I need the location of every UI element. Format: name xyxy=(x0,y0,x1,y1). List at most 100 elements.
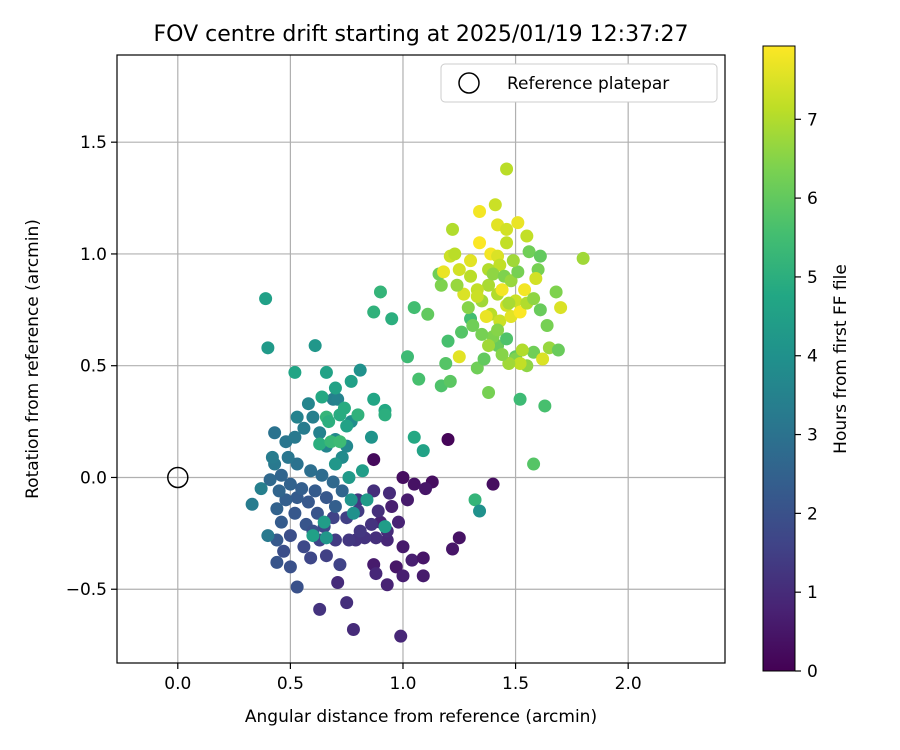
data-point xyxy=(319,365,333,379)
data-point xyxy=(506,254,520,268)
data-point xyxy=(389,560,403,574)
data-point xyxy=(331,576,345,590)
data-point xyxy=(482,339,496,353)
data-point xyxy=(367,453,381,467)
data-point xyxy=(319,549,333,563)
x-axis-label: Angular distance from reference (arcmin) xyxy=(245,707,597,727)
data-point xyxy=(466,318,480,332)
data-point xyxy=(378,408,392,422)
data-point xyxy=(495,348,509,362)
data-point xyxy=(261,529,275,543)
data-point xyxy=(549,285,563,299)
data-point xyxy=(315,390,329,404)
data-point xyxy=(373,285,387,299)
data-point xyxy=(369,567,383,581)
data-point xyxy=(283,529,297,543)
plot-area xyxy=(116,54,726,664)
data-point xyxy=(313,437,327,451)
data-point xyxy=(313,602,327,616)
data-point xyxy=(245,497,259,511)
data-point xyxy=(385,312,399,326)
data-point xyxy=(538,399,552,413)
data-point xyxy=(443,374,457,388)
data-point xyxy=(437,265,451,279)
data-point xyxy=(355,464,369,478)
y-axis: −0.5 0.0 0.5 1.0 1.5 xyxy=(66,133,117,600)
data-point xyxy=(450,278,464,292)
data-point xyxy=(270,555,284,569)
colorbar-tick-label: 1 xyxy=(807,583,818,603)
plot-frame xyxy=(116,54,726,664)
data-point xyxy=(515,343,529,357)
data-point xyxy=(335,484,349,498)
data-point xyxy=(394,629,408,643)
legend-label-reference-platepar: Reference platepar xyxy=(507,74,669,94)
data-point xyxy=(328,381,342,395)
data-point xyxy=(259,292,273,306)
data-point xyxy=(493,258,507,272)
data-point xyxy=(405,553,419,567)
x-tick-label: 0.5 xyxy=(277,674,304,694)
data-point xyxy=(486,477,500,491)
data-point xyxy=(364,430,378,444)
data-point xyxy=(416,551,430,565)
data-point xyxy=(268,426,282,440)
data-point xyxy=(536,352,550,366)
data-point xyxy=(500,222,514,236)
data-point xyxy=(504,274,518,288)
data-point xyxy=(288,365,302,379)
data-point xyxy=(391,515,405,529)
data-point xyxy=(533,303,547,317)
data-point xyxy=(274,515,288,529)
x-axis: 0.0 0.5 1.0 1.5 2.0 xyxy=(164,663,642,694)
data-point xyxy=(470,361,484,375)
data-point xyxy=(324,435,338,449)
data-point xyxy=(468,493,482,507)
data-point xyxy=(412,372,426,386)
colorbar-tick-label: 7 xyxy=(807,110,818,130)
data-point xyxy=(477,352,491,366)
data-point xyxy=(495,283,509,297)
data-point xyxy=(486,267,500,281)
data-point xyxy=(369,531,383,545)
data-point xyxy=(419,482,433,496)
data-point xyxy=(441,432,455,446)
data-point xyxy=(340,419,354,433)
data-point xyxy=(288,430,302,444)
colorbar-ticks: 0 1 2 3 4 5 6 7 xyxy=(795,110,818,682)
data-point xyxy=(529,272,543,286)
data-point xyxy=(263,473,277,487)
data-point xyxy=(364,517,378,531)
y-tick-label: −0.5 xyxy=(66,580,107,600)
data-point xyxy=(326,475,340,489)
data-point xyxy=(416,444,430,458)
data-point xyxy=(446,542,460,556)
data-point xyxy=(380,578,394,592)
data-point xyxy=(367,305,381,319)
data-point xyxy=(304,464,318,478)
data-point xyxy=(439,356,453,370)
data-point xyxy=(277,544,291,558)
data-point xyxy=(322,415,336,429)
data-point xyxy=(254,482,268,496)
colorbar: 0 1 2 3 4 5 6 7 Hours from first FF file xyxy=(762,45,851,682)
data-point xyxy=(522,245,536,259)
data-point xyxy=(333,408,347,422)
data-point xyxy=(513,356,527,370)
data-point xyxy=(452,531,466,545)
data-point xyxy=(382,486,396,500)
data-point xyxy=(342,533,356,547)
data-point xyxy=(576,251,590,265)
colorbar-tick-label: 0 xyxy=(807,662,818,682)
data-point xyxy=(261,341,275,355)
data-point xyxy=(290,580,304,594)
data-point xyxy=(479,310,493,324)
data-point xyxy=(308,339,322,353)
data-point xyxy=(407,430,421,444)
data-point xyxy=(491,323,505,337)
data-point xyxy=(306,410,320,424)
legend-marker-icon xyxy=(458,72,480,94)
data-point xyxy=(446,222,460,236)
data-point xyxy=(378,520,392,534)
